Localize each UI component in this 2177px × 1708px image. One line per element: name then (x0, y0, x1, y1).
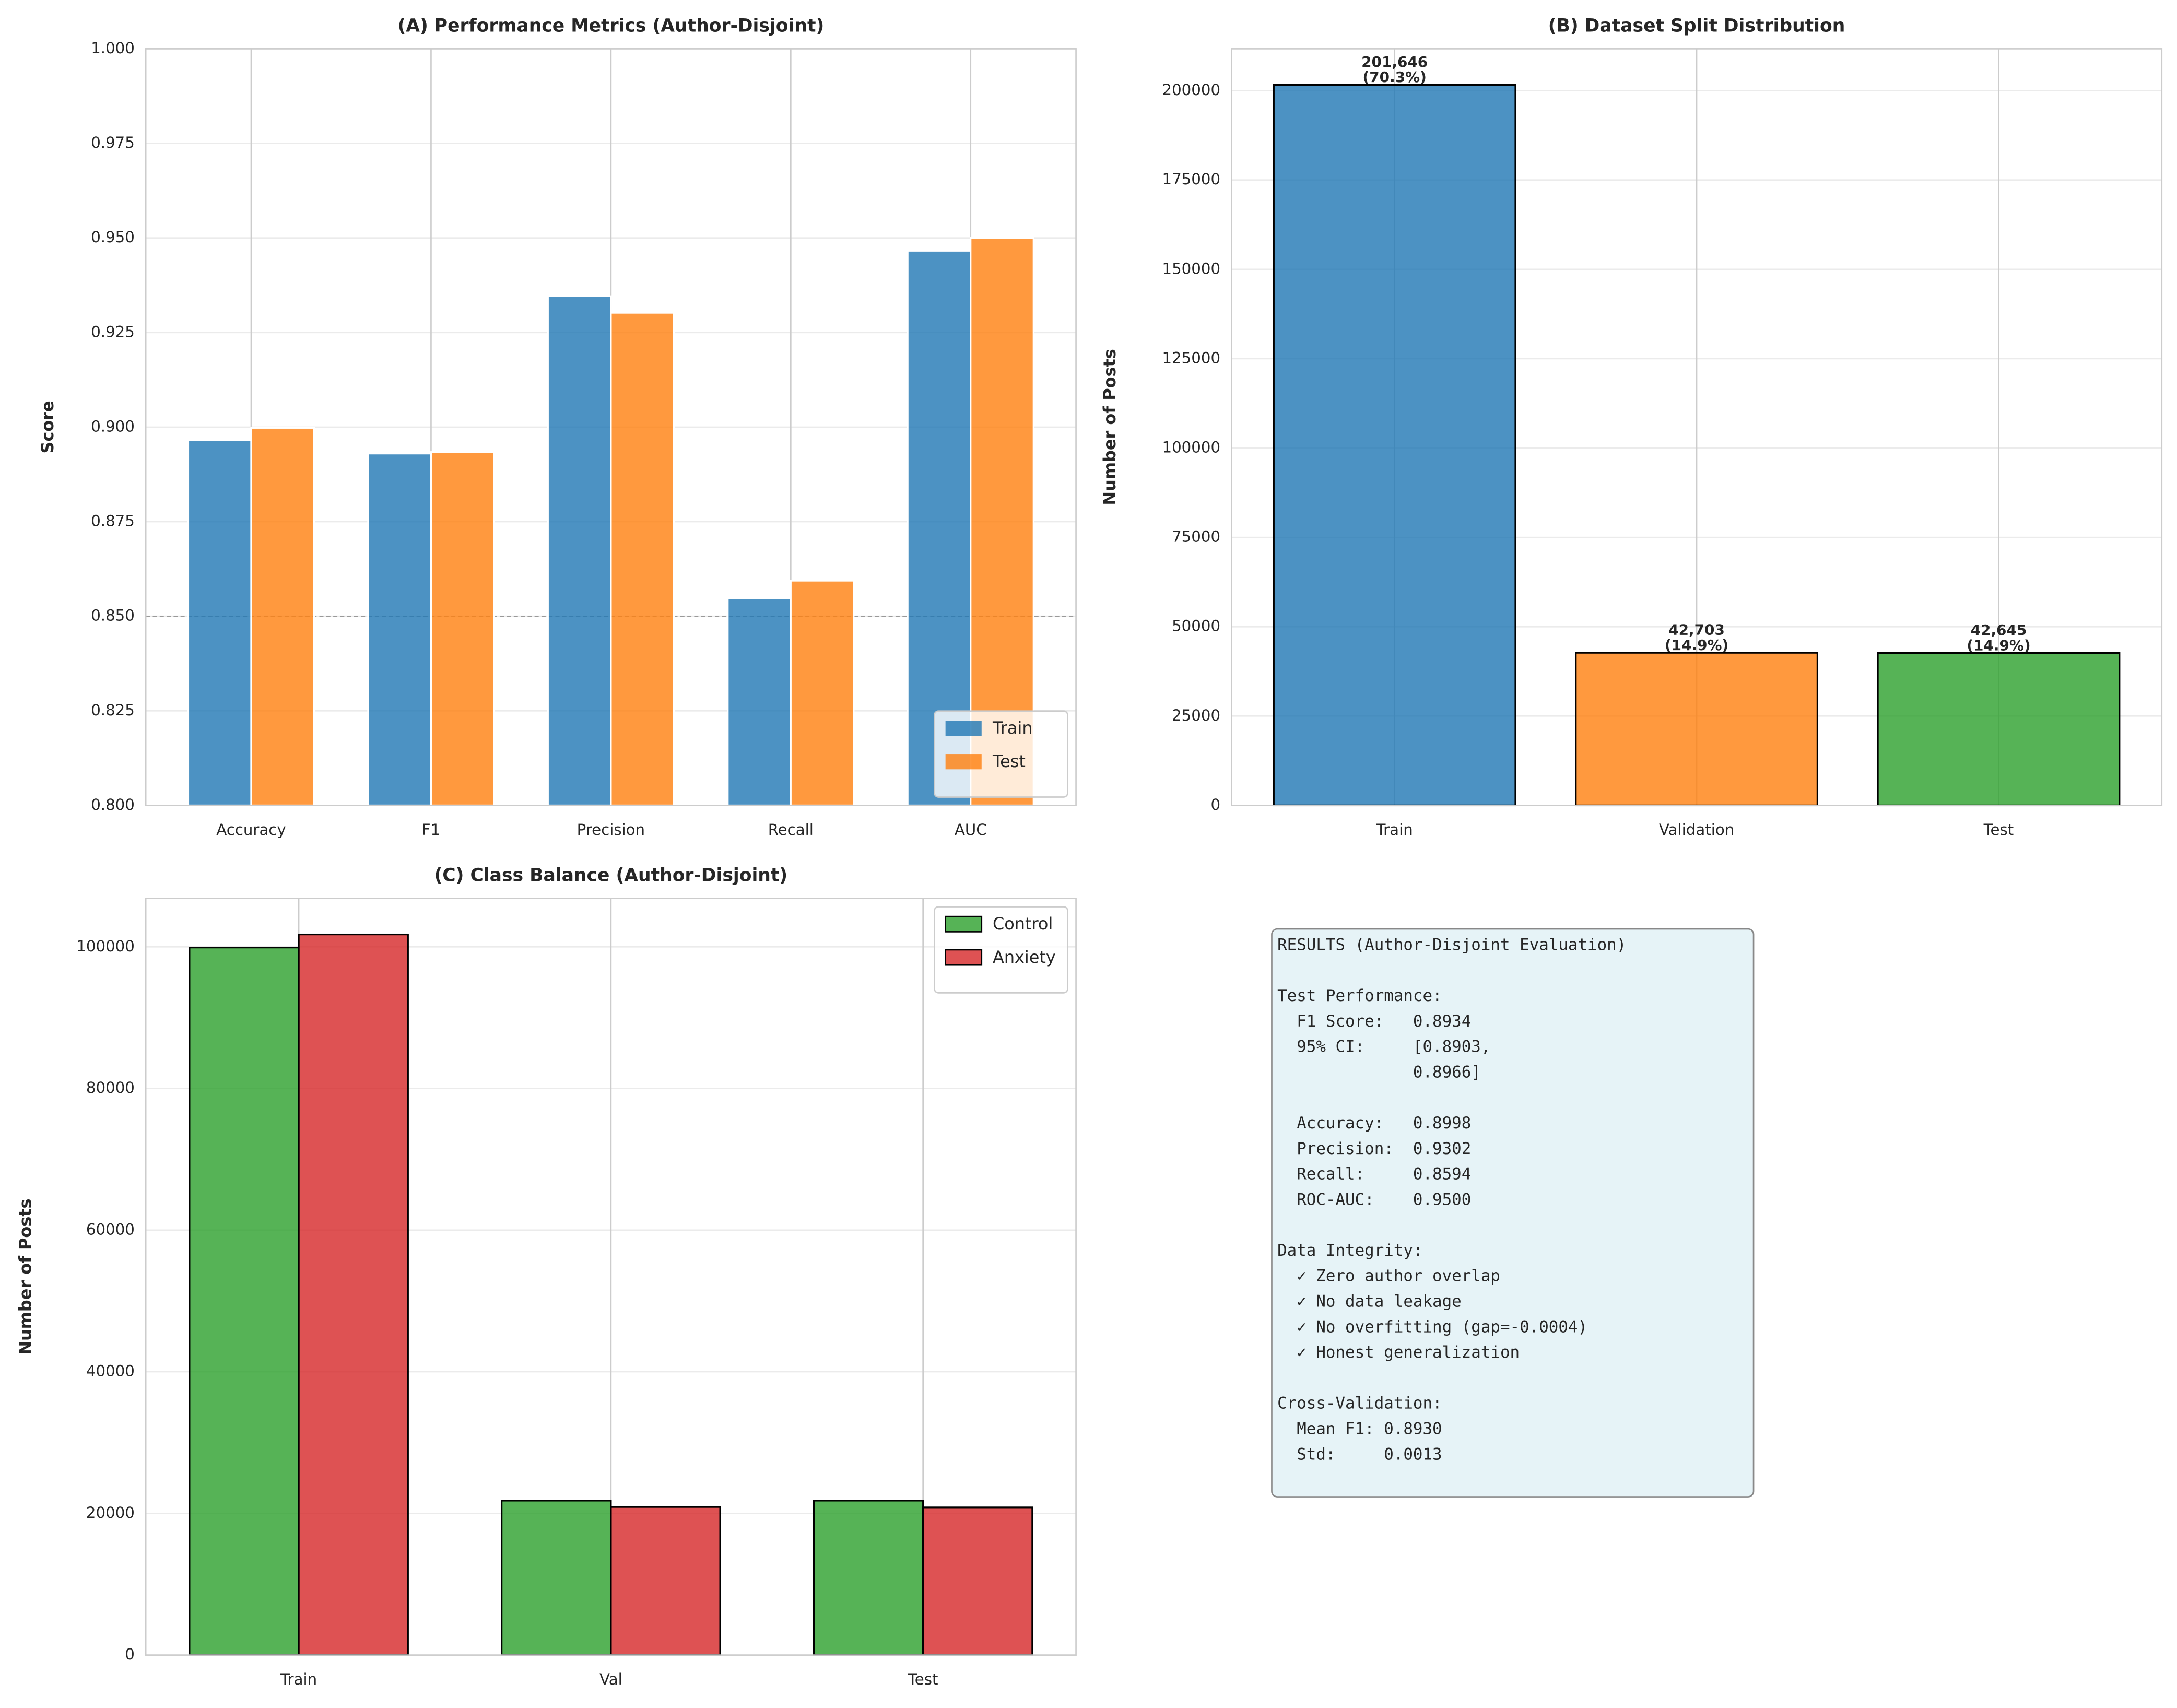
value-label-line: (14.9%) (1665, 637, 1728, 654)
y-tick-label: 25000 (1172, 706, 1220, 724)
legend-label: Train (992, 718, 1033, 738)
legend-label: Control (993, 914, 1053, 934)
legend-swatch (945, 721, 982, 736)
text-panel-line: Accuracy: 0.8998 (1277, 1114, 1471, 1133)
legend-label: Anxiety (993, 947, 1056, 967)
y-tick-label: 1.000 (91, 39, 135, 57)
value-label-line: (70.3%) (1363, 68, 1427, 86)
text-panel-line: 95% CI: [0.8903, (1277, 1038, 1490, 1056)
y-tick-label: 0.875 (91, 512, 135, 530)
value-label: 42,645 (14.9%) (1967, 621, 2030, 654)
text-panel-box (1271, 928, 1755, 1498)
y-tick-label: 150000 (1162, 260, 1220, 277)
y-tick-label: 0.900 (91, 417, 135, 435)
value-label: 201,646 (70.3%) (1361, 53, 1428, 86)
legend-label: Test (992, 751, 1026, 771)
plot-frame (1231, 48, 2163, 806)
bar (250, 427, 315, 807)
y-tick-label: 0.825 (91, 701, 135, 719)
text-panel-line: Cross-Validation: (1277, 1394, 1442, 1413)
text-panel-line: ✓ No data leakage (1277, 1292, 1462, 1311)
y-tick-label: 125000 (1162, 349, 1220, 367)
bar (922, 1506, 1033, 1656)
text-panel-line: Recall: 0.8594 (1277, 1165, 1471, 1184)
bar (189, 947, 300, 1656)
y-tick-label: 0 (125, 1645, 135, 1663)
legend-swatch (945, 915, 983, 933)
y-axis-label: Number of Posts (16, 1198, 36, 1354)
text-panel-line: Mean F1: 0.8930 (1277, 1419, 1442, 1438)
bar (187, 439, 252, 807)
bar (1877, 652, 2121, 807)
y-axis-label: Score (38, 401, 57, 453)
x-tick-label: Train (1376, 821, 1413, 839)
x-tick-label: Precision (577, 821, 645, 839)
bar (1575, 652, 1819, 807)
text-panel-line: ✓ Zero author overlap (1277, 1267, 1500, 1286)
text-panel-line: Precision: 0.9302 (1277, 1139, 1471, 1158)
value-label-line: 201,646 (1361, 53, 1428, 70)
y-tick-label: 60000 (86, 1220, 135, 1238)
text-panel-line: Data Integrity: (1277, 1241, 1422, 1260)
value-label-line: 42,645 (1971, 621, 2027, 639)
bar (547, 295, 612, 807)
text-panel-line: ✓ Honest generalization (1277, 1343, 1520, 1362)
y-tick-label: 50000 (1172, 617, 1220, 635)
bar (367, 453, 432, 807)
text-panel-line: ✓ No overfitting (gap=-0.0004) (1277, 1317, 1587, 1336)
y-tick-label: 0.800 (91, 796, 135, 814)
text-panel-line: 0.8966] (1277, 1063, 1481, 1081)
y-tick-label: 40000 (86, 1362, 135, 1380)
x-tick-label: Test (908, 1670, 938, 1688)
x-tick-label: Train (280, 1670, 317, 1688)
x-tick-label: Recall (768, 821, 814, 839)
y-tick-label: 20000 (86, 1504, 135, 1522)
y-tick-label: 0.975 (91, 134, 135, 151)
y-tick-label: 0.950 (91, 228, 135, 246)
text-panel-line: ROC-AUC: 0.9500 (1277, 1190, 1471, 1209)
x-tick-label: Accuracy (216, 821, 286, 839)
x-tick-label: Validation (1659, 821, 1734, 839)
bar (790, 580, 855, 807)
chart-title: (A) Performance Metrics (Author-Disjoint… (397, 15, 824, 36)
bar (610, 1506, 721, 1656)
y-tick-label: 0.925 (91, 323, 135, 340)
y-axis-label: Number of Posts (1100, 349, 1120, 505)
bar (610, 312, 675, 807)
value-label: 42,703 (14.9%) (1665, 621, 1728, 654)
legend-swatch (945, 754, 982, 770)
value-label-line: 42,703 (1668, 621, 1725, 639)
y-tick-label: 0 (1210, 796, 1220, 814)
legend-swatch (945, 949, 983, 966)
x-tick-label: Val (599, 1670, 622, 1688)
value-label-line: (14.9%) (1967, 637, 2030, 654)
bar (501, 1500, 612, 1656)
bar (298, 933, 409, 1656)
plot-frame (145, 48, 1077, 806)
y-tick-label: 100000 (76, 937, 135, 955)
plot-frame (145, 898, 1077, 1656)
text-panel-line: Std: 0.0013 (1277, 1445, 1442, 1464)
bar (430, 451, 495, 807)
y-tick-label: 100000 (1162, 439, 1220, 456)
text-panel-line: RESULTS (Author-Disjoint Evaluation) (1277, 935, 1626, 954)
y-tick-label: 80000 (86, 1079, 135, 1097)
text-panel-line: F1 Score: 0.8934 (1277, 1012, 1471, 1031)
y-tick-label: 175000 (1162, 170, 1220, 188)
chart-title: (B) Dataset Split Distribution (1548, 15, 1845, 36)
x-tick-label: F1 (422, 821, 440, 839)
text-panel-line: Test Performance: (1277, 986, 1442, 1005)
bar (813, 1500, 924, 1656)
bar (1273, 84, 1516, 807)
y-tick-label: 0.850 (91, 607, 135, 625)
chart-title: (C) Class Balance (Author-Disjoint) (434, 865, 788, 886)
x-tick-label: AUC (955, 821, 987, 839)
y-tick-label: 200000 (1162, 81, 1220, 99)
y-tick-label: 75000 (1172, 528, 1220, 546)
bar (727, 597, 792, 807)
x-tick-label: Test (1983, 821, 2014, 839)
